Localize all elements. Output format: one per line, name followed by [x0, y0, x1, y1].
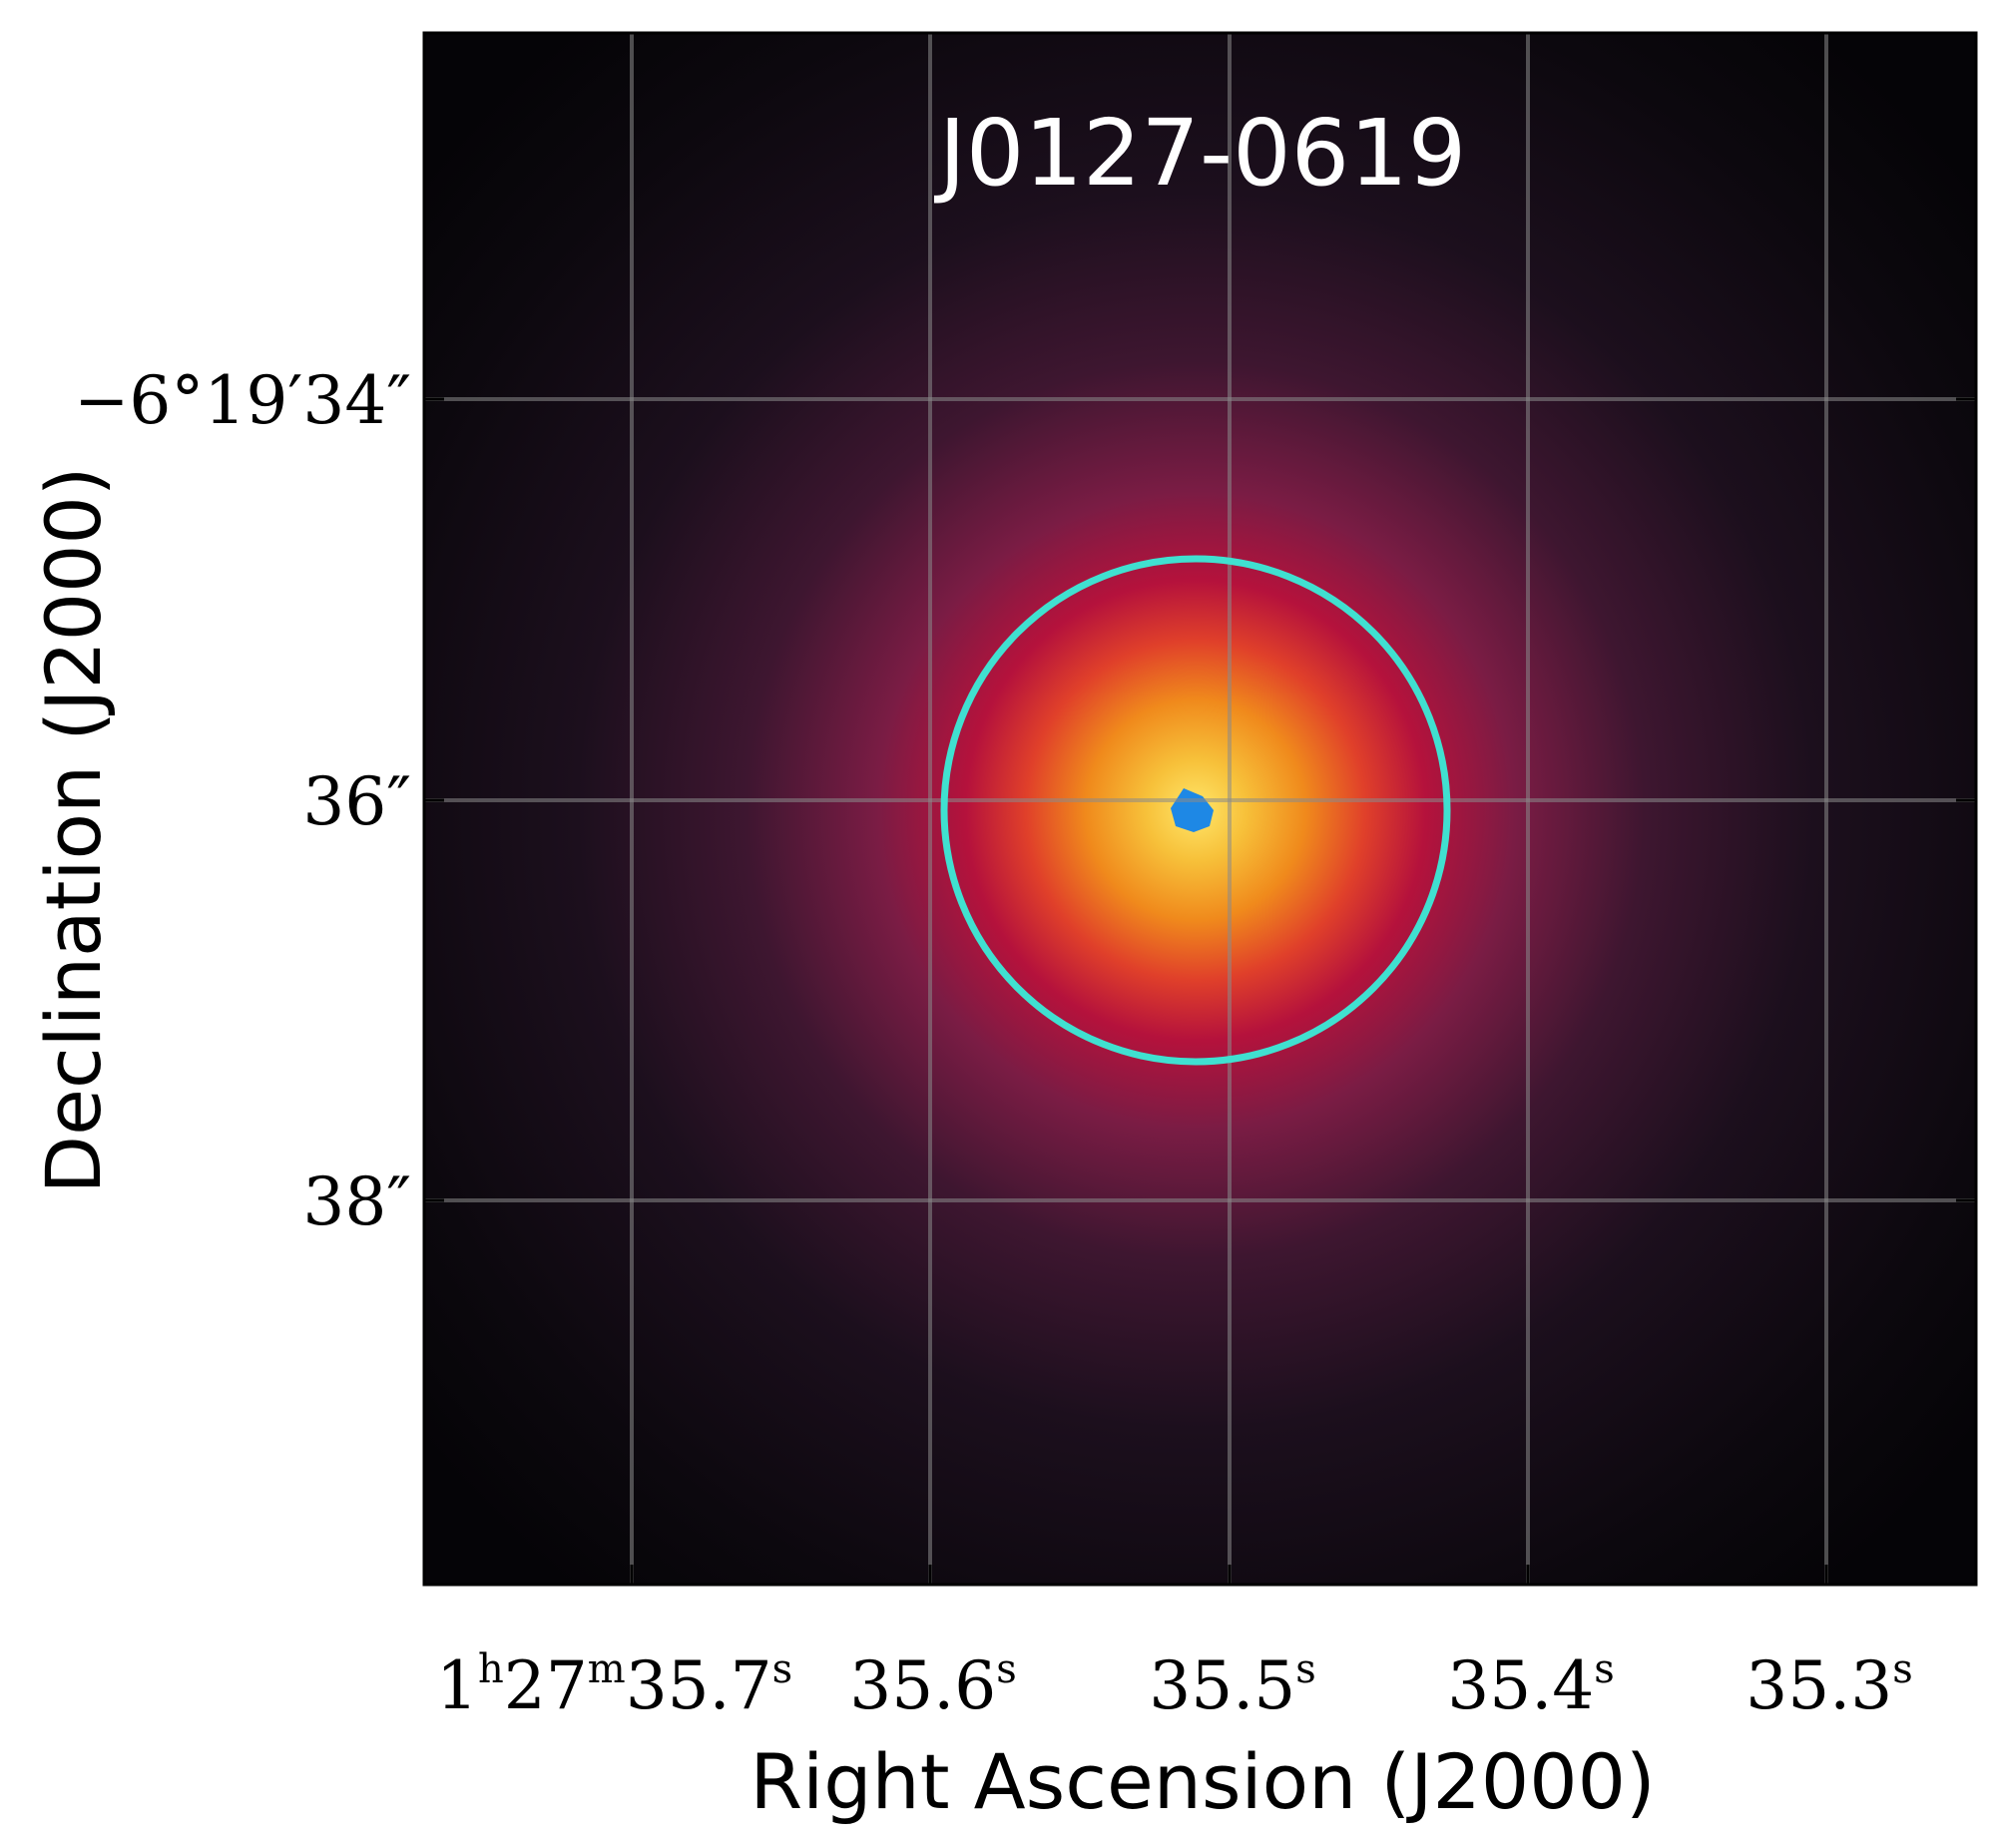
x-tick-label-4: 35.3s — [1746, 1646, 1912, 1724]
x-axis-title: Right Ascension (J2000) — [749, 1737, 1655, 1826]
x-tick-label-2: 35.5s — [1149, 1646, 1315, 1724]
aperture-circle-icon — [940, 555, 1451, 1066]
x-tick-label-1: 35.6s — [849, 1646, 1016, 1724]
plot-title: J0127-0619 — [934, 100, 1467, 207]
y-tick-label-0: −6°19′34″ — [74, 362, 411, 439]
x-tick-label-3: 35.4s — [1447, 1646, 1614, 1724]
y-axis-title: Declination (J2000) — [29, 467, 118, 1194]
coordinate-grid — [424, 33, 1976, 1585]
sky-image — [424, 33, 1976, 1585]
plot-frame — [422, 31, 1978, 1587]
y-tick-label-2: 38″ — [302, 1163, 411, 1240]
y-tick-label-1: 36″ — [302, 763, 411, 840]
x-tick-label-0: 1h27m35.7s — [436, 1646, 792, 1724]
